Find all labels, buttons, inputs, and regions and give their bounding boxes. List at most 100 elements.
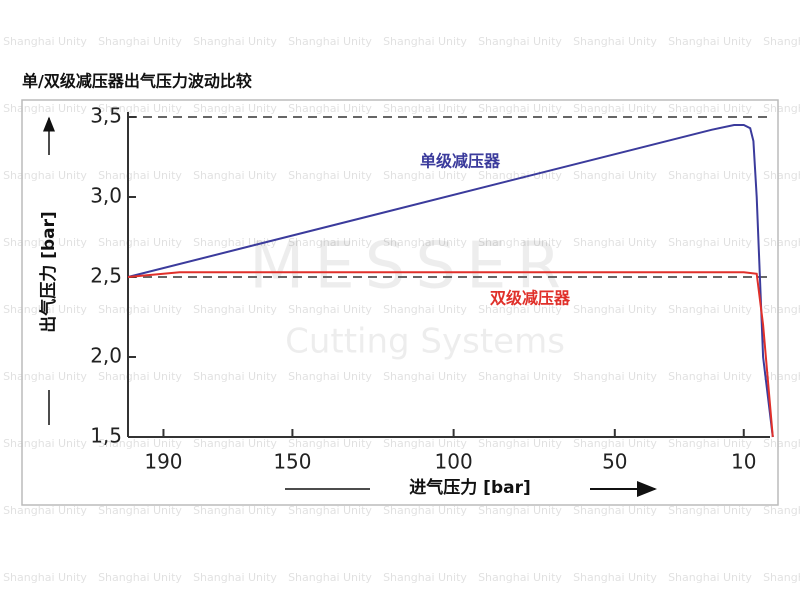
watermark: Shanghai Unity xyxy=(288,169,372,182)
watermark: Shanghai Unity xyxy=(98,370,182,383)
watermark: Shanghai Unity xyxy=(193,35,277,48)
watermark: Shanghai Unity xyxy=(573,370,657,383)
watermark: Shanghai Unity xyxy=(383,169,467,182)
watermark: Shanghai Unity xyxy=(383,437,467,450)
watermark: Shanghai Unity xyxy=(478,437,562,450)
watermark: Shanghai Unity xyxy=(668,35,752,48)
watermark: Shanghai Unity xyxy=(193,437,277,450)
watermark: Shanghai Unity xyxy=(668,236,752,249)
watermark: Shanghai Unity xyxy=(288,303,372,316)
watermark: Shanghai Unity xyxy=(668,504,752,517)
watermark: Shanghai Unity xyxy=(3,102,87,115)
watermark: Shanghai Unity xyxy=(763,236,800,249)
watermark: Shanghai Unity xyxy=(383,370,467,383)
watermark: Shanghai Unity xyxy=(3,437,87,450)
watermark: Shanghai Unity xyxy=(573,437,657,450)
watermark: Shanghai Unity xyxy=(193,571,277,584)
watermark: Shanghai Unity xyxy=(193,504,277,517)
x-tick-label: 150 xyxy=(273,450,311,474)
x-tick-label: 50 xyxy=(602,450,627,474)
watermark: Shanghai Unity xyxy=(3,370,87,383)
x-axis-label: 进气压力 [bar] xyxy=(409,477,530,498)
watermark: Shanghai Unity xyxy=(98,102,182,115)
y-axis-label: 出气压力 [bar] xyxy=(38,211,59,332)
logo-name: MESSER xyxy=(249,230,571,304)
y-tick-label: 2,5 xyxy=(90,264,122,288)
series-label: 单级减压器 xyxy=(420,152,501,171)
watermark: Shanghai Unity xyxy=(383,571,467,584)
watermark: Shanghai Unity xyxy=(668,370,752,383)
watermark: Shanghai Unity xyxy=(668,437,752,450)
watermark: Shanghai Unity xyxy=(3,504,87,517)
watermark: Shanghai Unity xyxy=(288,370,372,383)
watermark: Shanghai Unity xyxy=(98,169,182,182)
watermark: Shanghai Unity xyxy=(98,303,182,316)
watermark: Shanghai Unity xyxy=(478,303,562,316)
watermark: Shanghai Unity xyxy=(383,35,467,48)
x-tick-label: 190 xyxy=(144,450,182,474)
frame xyxy=(21,99,779,506)
watermark: Shanghai Unity xyxy=(763,169,800,182)
watermark: Shanghai Unity xyxy=(573,35,657,48)
watermark: Shanghai Unity xyxy=(478,504,562,517)
watermark: Shanghai Unity xyxy=(193,303,277,316)
y-tick-label: 2,0 xyxy=(90,344,122,368)
watermark: Shanghai Unity xyxy=(383,303,467,316)
y-tick-label: 1,5 xyxy=(90,424,122,448)
watermark: Shanghai Unity xyxy=(383,102,467,115)
watermark: Shanghai Unity xyxy=(478,236,562,249)
watermark: Shanghai Unity xyxy=(3,236,87,249)
watermark: Shanghai Unity xyxy=(98,504,182,517)
watermark: Shanghai Unity xyxy=(3,35,87,48)
watermark: Shanghai Unity xyxy=(668,169,752,182)
watermark: Shanghai Unity xyxy=(763,35,800,48)
watermark: Shanghai Unity xyxy=(668,102,752,115)
watermark: Shanghai Unity xyxy=(383,236,467,249)
series-label: 双级减压器 xyxy=(490,289,571,308)
watermark: Shanghai Unity xyxy=(288,102,372,115)
watermark: Shanghai Unity xyxy=(193,102,277,115)
watermark: Shanghai Unity xyxy=(3,169,87,182)
y-tick-label: 3,0 xyxy=(90,184,122,208)
watermark: Shanghai Unity xyxy=(763,437,800,450)
watermark: Shanghai Unity xyxy=(288,236,372,249)
watermark: Shanghai Unity xyxy=(98,437,182,450)
chart-title: 单/双级减压器出气压力波动比较 xyxy=(22,72,252,91)
series-line xyxy=(127,271,774,438)
watermark: Shanghai Unity xyxy=(763,370,800,383)
watermark: Shanghai Unity xyxy=(478,370,562,383)
watermark: Shanghai Unity xyxy=(573,571,657,584)
x-tick-label: 10 xyxy=(731,450,756,474)
watermark: Shanghai Unity xyxy=(3,303,87,316)
watermark: Shanghai Unity xyxy=(193,236,277,249)
watermark: Shanghai Unity xyxy=(3,571,87,584)
watermark: Shanghai Unity xyxy=(668,571,752,584)
logo-tagline: Cutting Systems xyxy=(285,322,565,362)
watermark: Shanghai Unity xyxy=(763,102,800,115)
watermark: Shanghai Unity xyxy=(478,35,562,48)
watermark: Shanghai Unity xyxy=(288,35,372,48)
watermark-layer: Shanghai Unity Shanghai Unity Shanghai Uni… xyxy=(3,35,800,584)
watermark: Shanghai Unity xyxy=(288,437,372,450)
watermark: Shanghai Unity xyxy=(478,571,562,584)
watermark: Shanghai Unity xyxy=(478,102,562,115)
watermark: Shanghai Unity xyxy=(668,303,752,316)
watermark: Shanghai Unity xyxy=(573,236,657,249)
x-tick-label: 100 xyxy=(435,450,473,474)
watermark: Shanghai Unity xyxy=(193,169,277,182)
watermark: Shanghai Unity xyxy=(98,236,182,249)
watermark: Shanghai Unity xyxy=(288,571,372,584)
watermark: Shanghai Unity xyxy=(573,169,657,182)
y-tick-label: 3,5 xyxy=(90,104,122,128)
watermark: Shanghai Unity xyxy=(763,571,800,584)
watermark: Shanghai Unity xyxy=(193,370,277,383)
watermark: Shanghai Unity xyxy=(98,35,182,48)
watermark: Shanghai Unity xyxy=(98,571,182,584)
watermark: Shanghai Unity xyxy=(383,504,467,517)
watermark: Shanghai Unity xyxy=(573,102,657,115)
watermark: Shanghai Unity xyxy=(763,303,800,316)
watermark: Shanghai Unity xyxy=(573,303,657,316)
watermark: Shanghai Unity xyxy=(573,504,657,517)
